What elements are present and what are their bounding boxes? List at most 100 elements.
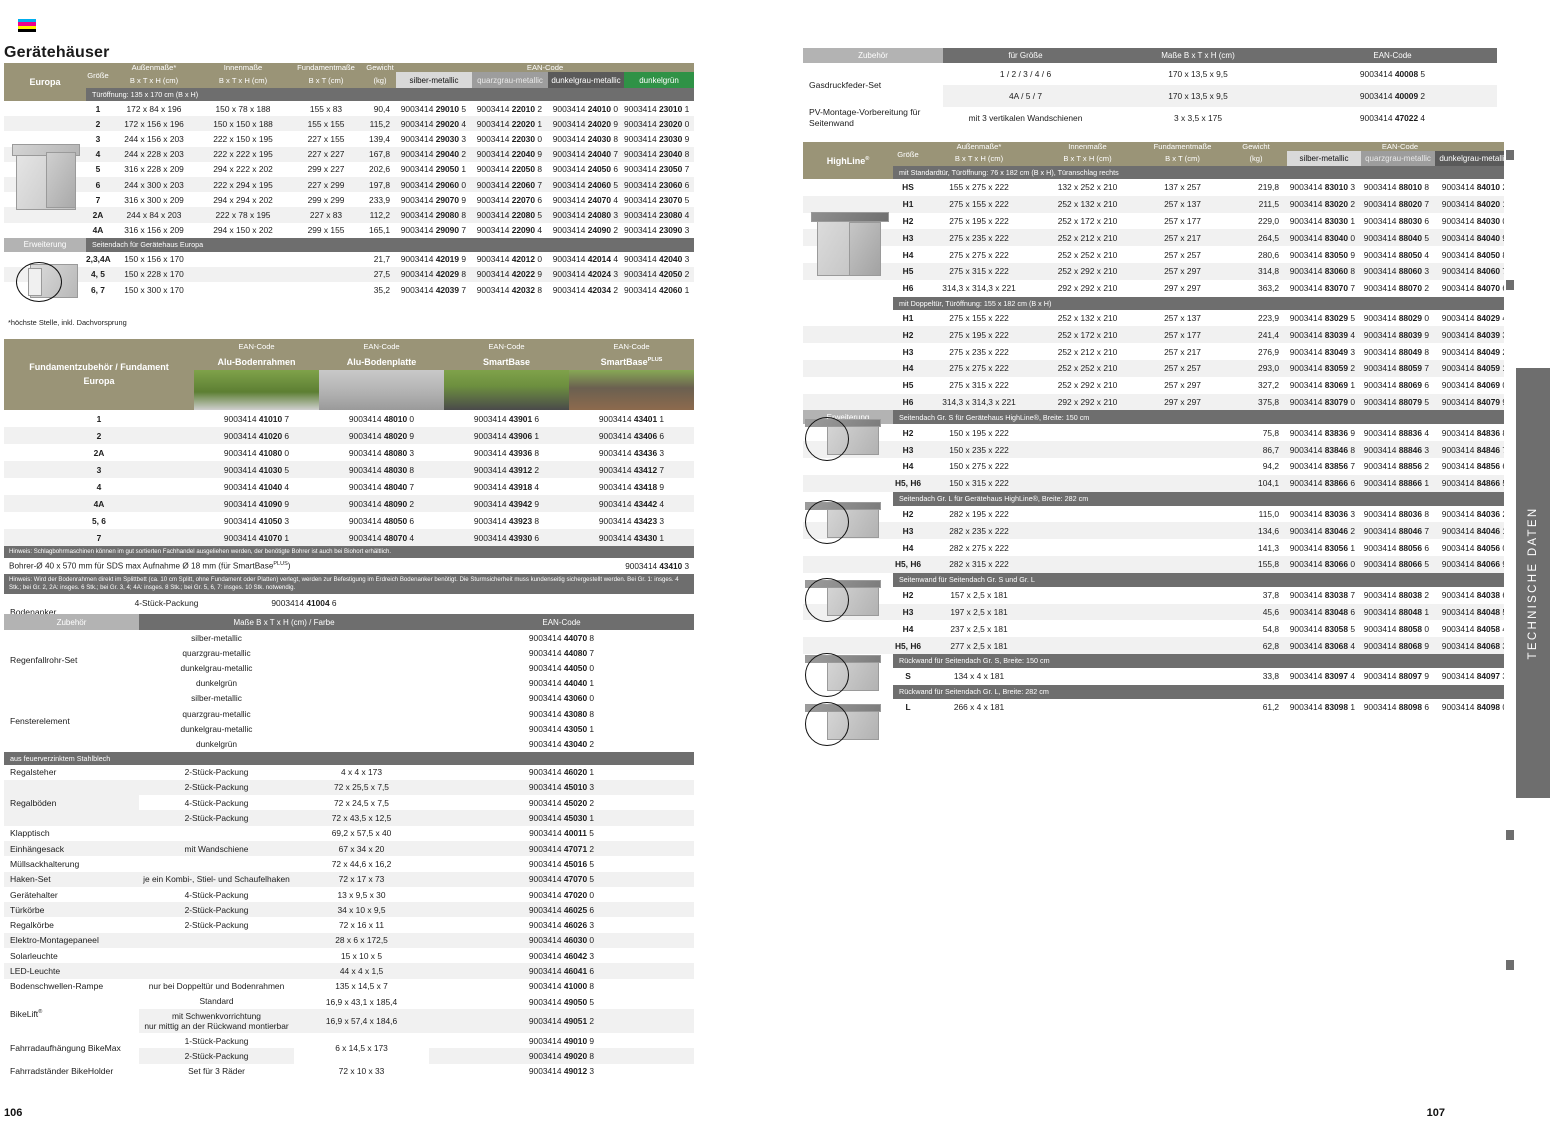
table-row: HS 155 x 275 x 222 132 x 252 x 210 137 x 25… xyxy=(803,179,1514,196)
right-zubehoer-header-row: Zubehör für Größe Maße B x T x H (cm) EA… xyxy=(803,48,1497,63)
table-row: dunkelgrau-metallic 9003414 44050 0 xyxy=(4,660,694,676)
right-zubehoer-wrap: Zubehör für Größe Maße B x T x H (cm) EA… xyxy=(803,48,1497,130)
cell-ean-quarzgrau: 9003414 88070 2 xyxy=(1361,279,1435,297)
item-ean: 9003414 45016 5 xyxy=(429,856,694,872)
cell-ean-dunkelgrau: 9003414 84058 4 xyxy=(1435,620,1514,638)
cell-gewicht: 327,2 xyxy=(1225,376,1287,394)
item-variant xyxy=(139,932,294,949)
item-variant: 2-Stück-Packung xyxy=(139,917,294,933)
cell-fundamentmasse: 257 x 257 xyxy=(1140,246,1225,263)
zubehoer-table-wrap: Zubehör Maße B x T x H (cm) / Farbe EAN-… xyxy=(4,614,694,1080)
item-dimensions: 28 x 6 x 172,5 xyxy=(294,932,429,949)
table-row: H5, H6 150 x 315 x 222 104,1 9003414 83866 … xyxy=(803,474,1514,492)
cell-aussenmasse: 150 x 300 x 170 xyxy=(110,282,198,298)
highline-product-photo xyxy=(809,196,897,292)
page-title: Gerätehäuser xyxy=(4,44,110,61)
table-row: H5 275 x 315 x 222 252 x 292 x 210 257 x 29… xyxy=(803,262,1514,280)
side-roof-small-icon xyxy=(801,415,885,465)
item-dimensions: 67 x 34 x 20 xyxy=(294,840,429,857)
cell-ean-dunkelgrau: 9003414 84036 2 xyxy=(1435,505,1514,523)
item-ean: 9003414 46042 3 xyxy=(429,948,694,964)
fundament-ean-2: EAN-Code xyxy=(319,339,444,353)
item-dimensions: 16,9 x 43,1 x 185,4 xyxy=(294,993,429,1010)
cell-ean-quarzgrau: 9003414 22010 2 xyxy=(472,101,548,117)
right-col-masse: Maße B x T x H (cm) xyxy=(1108,48,1288,63)
cell-ean-silber: 9003414 83030 1 xyxy=(1287,212,1361,230)
highline-label: HighLine® xyxy=(803,142,893,179)
europa-product-photo xyxy=(8,128,84,238)
cell-groesse: 2,3,4A xyxy=(86,251,111,267)
cell-gewicht: 165,1 xyxy=(364,222,396,238)
cell-ean-alu-bodenplatte: 9003414 48050 6 xyxy=(319,512,444,529)
item-ean: 9003414 47070 5 xyxy=(429,871,694,887)
smartbase-plus-name: SmartBase xyxy=(600,356,648,367)
table-row: 4, 5 150 x 228 x 170 27,5 9003414 42029 8 90… xyxy=(4,266,695,283)
cell-ean-quarzgrau: 9003414 22090 4 xyxy=(472,222,548,238)
accessory-ean: 9003414 47022 4 xyxy=(1288,107,1497,130)
cell-fundamentmasse: 299 x 155 xyxy=(288,222,364,238)
cell-aussenmasse: 134 x 4 x 181 xyxy=(923,667,1035,685)
accessory-size: mit 3 vertikalen Wandschienen xyxy=(943,107,1108,130)
zubehoer-col-ean: EAN-Code xyxy=(429,614,694,630)
zubehoer-col-name: Zubehör xyxy=(4,614,139,630)
cell-aussenmasse: 150 x 156 x 170 xyxy=(110,251,198,267)
row-thumb-spacer xyxy=(803,376,893,394)
cell-groesse: H4 xyxy=(893,539,923,556)
item-name: Regalkörbe xyxy=(4,917,139,933)
highline-table-wrap: HighLine® Größe Außenmaße* Innenmaße Fun… xyxy=(803,142,1514,716)
cell-ean-silber: 9003414 29020 4 xyxy=(396,116,472,132)
cell-ean-quarzgrau: 9003414 88098 6 xyxy=(1361,698,1435,716)
hl-col-groesse: Größe xyxy=(893,142,923,166)
cell-ean-quarzgrau: 9003414 88097 9 xyxy=(1361,667,1435,685)
cell-ean-quarzgrau: 9003414 88038 2 xyxy=(1361,586,1435,604)
cell-fundamentmasse: 257 x 297 xyxy=(1140,376,1225,394)
steel-note: aus feuerverzinktem Stahlblech xyxy=(4,751,694,765)
cell-ean-silber: 9003414 83866 6 xyxy=(1287,474,1361,492)
back-wall-small-icon xyxy=(801,651,885,701)
table-row: H3 197 x 2,5 x 181 45,6 9003414 83048 6 9003… xyxy=(803,603,1514,621)
table-row: dunkelgrau-metallic 9003414 43050 1 xyxy=(4,721,694,737)
bohrer-table: Bohrer-Ø 40 x 570 mm für SDS max Aufnahm… xyxy=(4,558,694,574)
cell-ean-smartbase: 9003414 43930 6 xyxy=(444,529,569,546)
item-ean: 9003414 47020 0 xyxy=(429,886,694,903)
table-row: 4-Stück-Packung 72 x 24,5 x 7,5 9003414 45… xyxy=(4,795,694,811)
cell-gewicht: 211,5 xyxy=(1225,195,1287,213)
fundament-table-wrap: Fundamentzubehör / Fundament Europa EAN-… xyxy=(4,339,694,631)
cell-ean-quarzgrau: 9003414 88039 9 xyxy=(1361,326,1435,344)
cell-groesse: 5 xyxy=(86,161,110,177)
cell-ean-silber: 9003414 29090 7 xyxy=(396,222,472,238)
cell-ean-dunkelgrau: 9003414 84097 3 xyxy=(1435,667,1514,685)
item-variant: 4-Stück-Packung xyxy=(139,886,294,903)
cell-groesse: HS xyxy=(893,179,923,196)
highline-header-row-2: B x T x H (cm) B x T x H (cm) B x T (cm)… xyxy=(803,151,1514,166)
cell-gewicht: 104,1 xyxy=(1225,474,1287,492)
fundament-col-alu-bodenplatte: Alu-Bodenplatte xyxy=(319,353,444,370)
table-row: 5, 6 9003414 41050 3 9003414 48050 6 900341… xyxy=(4,512,694,529)
back-wall-large-icon xyxy=(801,700,885,750)
item-ean: 9003414 46020 1 xyxy=(429,764,694,780)
swatch-dunkelgruen: dunkelgrün xyxy=(624,72,695,88)
table-row: mit Schwenkvorrichtung nur mittig an der … xyxy=(4,1009,694,1034)
highline-section2-title-row: mit Doppeltür, Türöffnung: 155 x 182 cm … xyxy=(803,296,1514,310)
table-row: 5 316 x 228 x 209 294 x 222 x 202 299 x 227… xyxy=(4,161,695,177)
cell-ean-dunkelgrau: 9003414 84866 5 xyxy=(1435,474,1514,492)
cell-gewicht: 264,5 xyxy=(1225,229,1287,247)
cell-ean-smartbase-plus: 9003414 43412 7 xyxy=(569,461,694,478)
table-row: H3 275 x 235 x 222 252 x 212 x 210 257 x 21… xyxy=(803,343,1514,360)
side-roof-large-icon xyxy=(801,498,885,548)
row-thumb-spacer xyxy=(4,101,86,117)
cell-ean-silber: 9003414 83066 0 xyxy=(1287,555,1361,573)
cell-ean-alu-bodenplatte: 9003414 48010 0 xyxy=(319,410,444,427)
cell-gewicht: 167,8 xyxy=(364,146,396,162)
cell-aussenmasse: 275 x 275 x 222 xyxy=(923,359,1035,377)
cell-gewicht: 54,8 xyxy=(1225,620,1287,638)
side-tab-notch-4 xyxy=(1506,960,1514,970)
cell-innenmasse xyxy=(198,266,288,283)
row-thumb-spacer xyxy=(803,326,893,344)
item-name-bikeholder: Fahrradständer BikeHolder xyxy=(4,1063,139,1080)
cell-innenmasse: 292 x 292 x 210 xyxy=(1035,279,1140,297)
table-row: Solarleuchte 15 x 10 x 5 9003414 46042 3 xyxy=(4,948,694,964)
cell-groesse: 1 xyxy=(86,101,110,117)
cell-fundamentmasse xyxy=(1140,474,1225,492)
side-tab: TECHNISCHE DATEN xyxy=(1504,0,1550,1137)
